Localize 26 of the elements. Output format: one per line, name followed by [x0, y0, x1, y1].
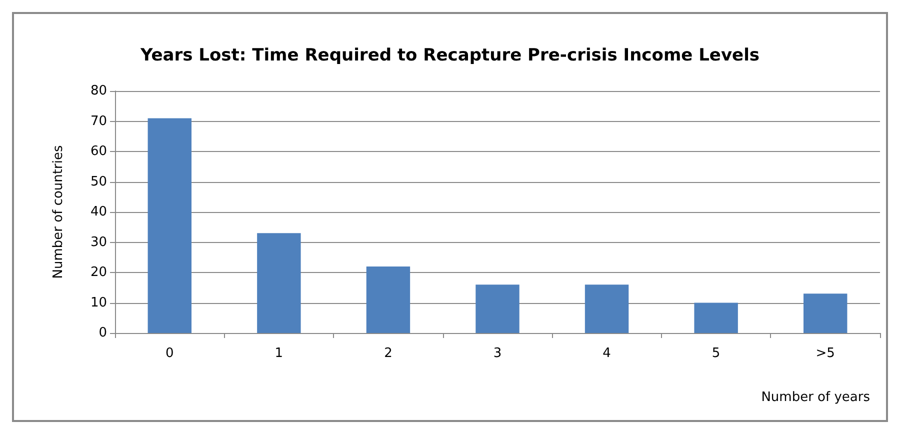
y-tick-label: 20	[90, 265, 107, 280]
x-tick-label: 3	[493, 346, 502, 361]
bar	[804, 294, 848, 333]
x-tick-label: 4	[602, 346, 611, 361]
bar	[366, 266, 410, 333]
x-axis-title: Number of years	[761, 390, 870, 405]
bar	[257, 233, 301, 333]
y-tick-label: 40	[90, 204, 107, 220]
chart-title: Years Lost: Time Required to Recapture Pre-crisis Income Levels	[139, 46, 760, 66]
y-tick-label: 60	[90, 144, 107, 159]
x-tick-label: 1	[274, 346, 284, 361]
bar	[148, 118, 192, 333]
x-tick-label: 2	[384, 346, 392, 361]
y-tick-label: 70	[90, 114, 107, 129]
x-tick-label: >5	[816, 346, 835, 361]
bar	[584, 284, 629, 333]
y-tick-label: 50	[90, 174, 107, 190]
bar	[476, 284, 520, 333]
bar	[694, 302, 738, 333]
y-tick-label: 0	[98, 326, 107, 340]
y-tick-label: 10	[90, 295, 107, 310]
y-tick-label: 80	[90, 84, 107, 98]
y-axis-title: Number of countries	[51, 145, 66, 279]
x-tick-label: 0	[166, 346, 174, 361]
x-tick-label: 5	[712, 346, 720, 361]
y-tick-label: 30	[90, 234, 107, 250]
